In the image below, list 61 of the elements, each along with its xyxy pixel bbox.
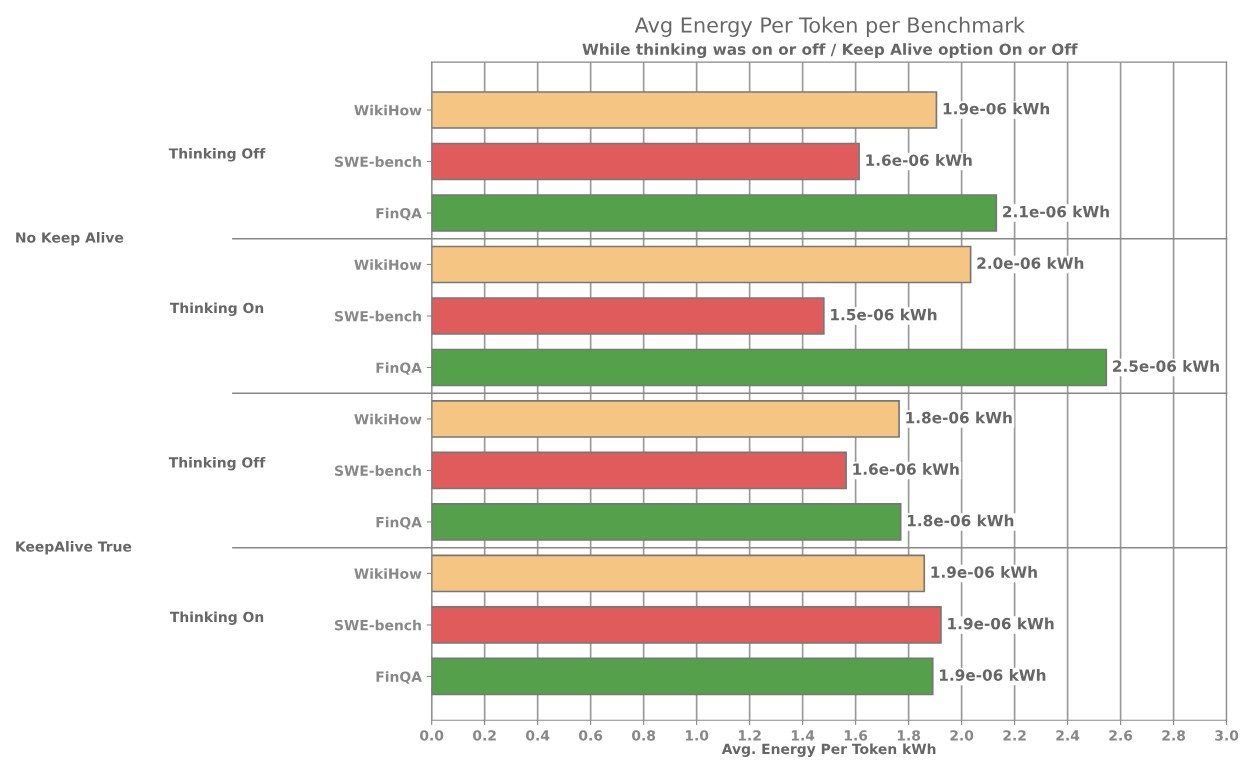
data-label: 1.6e-06 kWh xyxy=(866,154,972,166)
data-label: 1.5e-06 kWh xyxy=(831,308,937,321)
data-label: 1.9e-06 kWh xyxy=(948,617,1054,630)
bar xyxy=(431,657,934,696)
chart-title: Avg Energy Per Token per Benchmark xyxy=(634,16,1025,37)
bar xyxy=(431,194,998,232)
data-label: 1.8e-06 kWh xyxy=(907,514,1014,527)
y-tick-label: FinQA xyxy=(376,516,422,530)
data-label: 2.5e-06 kWh xyxy=(1113,360,1219,372)
bar xyxy=(431,606,942,644)
x-tick-label: 1.4 xyxy=(791,730,815,741)
data-label: 1.6e-06 kWh xyxy=(853,463,959,475)
x-tick-label: 0.0 xyxy=(420,730,444,741)
x-tick-label: 0.4 xyxy=(526,730,550,741)
x-tick-label: 0.2 xyxy=(473,730,496,741)
x-axis-title: Avg. Energy Per Token kWh xyxy=(721,743,936,757)
x-tick-label: 2.8 xyxy=(1162,730,1186,741)
x-tick-label: 2.6 xyxy=(1109,730,1133,741)
data-label: 1.9e-06 kWh xyxy=(931,566,1037,578)
data-label: 2.0e-06 kWh xyxy=(977,257,1084,269)
x-tick-label: 2.4 xyxy=(1056,730,1080,741)
y-tick-label: SWE-bench xyxy=(335,310,421,322)
bar xyxy=(431,348,1108,387)
x-tick-label: 2.2 xyxy=(1003,730,1026,741)
data-label: 1.9e-06 kWh xyxy=(943,102,1050,115)
y-tick-label: SWE-bench xyxy=(335,156,421,167)
text: No Keep Alive xyxy=(16,232,124,246)
data-label: 1.9e-06 kWh xyxy=(940,669,1046,681)
bar xyxy=(431,503,902,541)
y-tick-label: SWE-bench xyxy=(335,619,421,631)
data-label: 1.8e-06 kWh xyxy=(906,411,1012,424)
x-tick-label: 1.0 xyxy=(685,730,709,741)
chart-subtitle: While thinking was on or off / Keep Alive option On or Off xyxy=(582,43,1078,59)
y-tick-label: WikiHow xyxy=(354,104,422,116)
text: Thinking Off xyxy=(168,147,266,162)
x-tick-label: 0.8 xyxy=(632,730,656,741)
x-tick-label: 1.6 xyxy=(844,730,868,741)
bar xyxy=(431,245,972,284)
y-tick-label: SWE-bench xyxy=(335,465,421,476)
y-tick-label: WikiHow xyxy=(354,413,422,425)
x-tick-label: 1.8 xyxy=(897,730,921,741)
text: Thinking Off xyxy=(168,456,266,471)
y-tick-label: FinQA xyxy=(376,362,422,375)
x-tick-label: 3.0 xyxy=(1215,730,1239,741)
text: KeepAlive True xyxy=(16,540,132,555)
y-tick-label: FinQA xyxy=(376,671,422,684)
data-label: 2.1e-06 kWh xyxy=(1003,205,1109,218)
x-tick-label: 1.2 xyxy=(738,730,761,741)
bar xyxy=(431,91,938,129)
text: Thinking On xyxy=(169,611,264,625)
bar xyxy=(431,297,825,335)
bar xyxy=(431,400,900,438)
text: Thinking On xyxy=(169,302,264,316)
y-tick-label: WikiHow xyxy=(354,568,422,579)
bar xyxy=(431,142,860,181)
y-tick-label: FinQA xyxy=(376,207,422,221)
y-tick-label: WikiHow xyxy=(354,259,422,270)
x-tick-label: 2.0 xyxy=(950,730,974,741)
bar xyxy=(431,554,926,593)
bar xyxy=(431,451,847,490)
x-tick-label: 0.6 xyxy=(579,730,603,741)
